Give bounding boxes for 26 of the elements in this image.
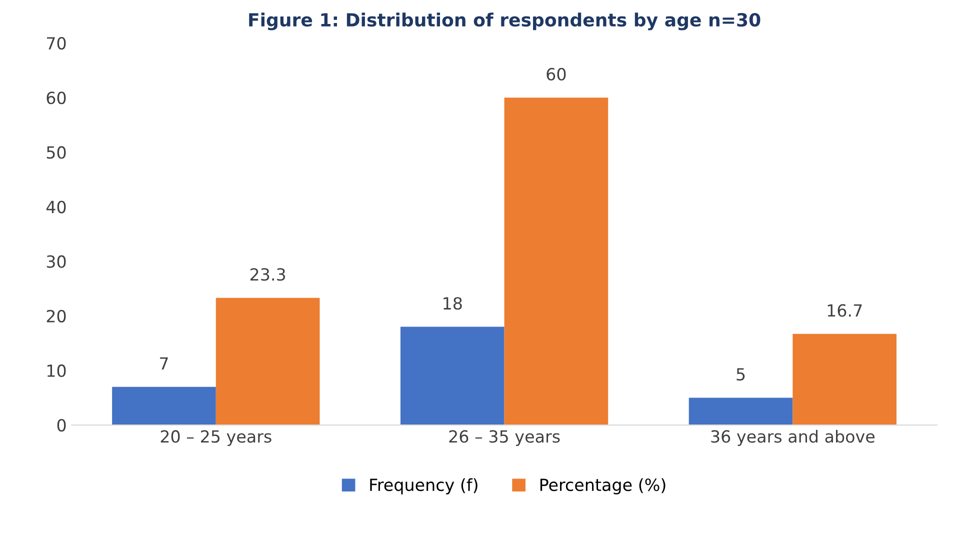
y-tick-label: 40 bbox=[46, 200, 66, 214]
data-label: 60 bbox=[546, 68, 566, 80]
legend-label: Percentage (%) bbox=[540, 478, 666, 494]
bar bbox=[688, 398, 793, 426]
y-tick-label: 30 bbox=[46, 255, 66, 268]
bar bbox=[504, 98, 608, 426]
x-tick-label: 36 years and above bbox=[711, 430, 875, 446]
y-tick-label: 50 bbox=[46, 146, 66, 159]
y-tick-label: 10 bbox=[47, 364, 66, 378]
data-label: 23.3 bbox=[250, 268, 286, 281]
chart-title: Figure 1: Distribution of respondents by age n=30 bbox=[249, 12, 760, 30]
y-tick-label: 70 bbox=[47, 37, 66, 50]
y-tick-label: 60 bbox=[46, 92, 66, 104]
bar bbox=[216, 298, 320, 426]
x-tick-label: 20 – 25 years bbox=[160, 430, 272, 446]
bar bbox=[792, 334, 897, 426]
x-tick-label: 26 – 35 years bbox=[449, 430, 560, 446]
y-tick-label: 0 bbox=[57, 418, 66, 432]
bar bbox=[400, 326, 504, 426]
data-label: 16.7 bbox=[828, 304, 862, 317]
legend-label: Frequency (f) bbox=[370, 478, 478, 494]
data-label: 5 bbox=[736, 368, 745, 381]
y-tick-label: 20 bbox=[46, 310, 66, 322]
data-label: 7 bbox=[160, 357, 168, 370]
data-label: 18 bbox=[444, 297, 462, 310]
bar bbox=[112, 386, 216, 426]
